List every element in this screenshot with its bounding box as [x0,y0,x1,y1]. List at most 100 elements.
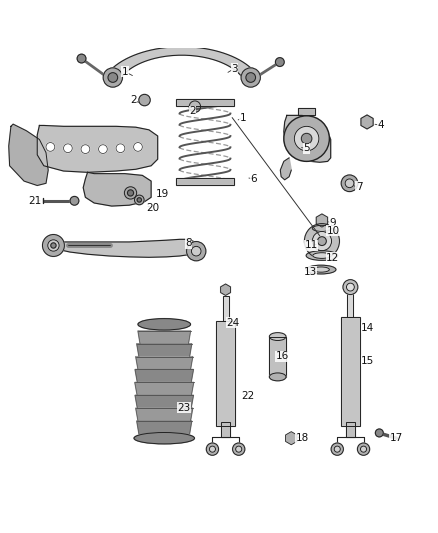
Text: 8: 8 [185,238,192,248]
Text: 6: 6 [251,174,258,184]
Bar [346,422,355,437]
Circle shape [137,198,141,202]
Circle shape [334,446,340,452]
Polygon shape [9,124,48,185]
Text: 14: 14 [361,323,374,333]
Text: 1: 1 [240,112,247,123]
Text: 18: 18 [296,433,309,443]
Text: 24: 24 [226,318,240,328]
Circle shape [294,126,319,151]
Ellipse shape [306,251,338,260]
Ellipse shape [134,432,194,444]
Polygon shape [83,172,151,206]
Circle shape [209,446,215,452]
Text: 10: 10 [326,225,339,236]
Ellipse shape [313,253,331,259]
Text: 16: 16 [276,351,289,361]
Text: 12: 12 [326,253,339,263]
Polygon shape [135,395,194,408]
Circle shape [187,241,206,261]
Circle shape [108,72,118,82]
Circle shape [341,175,358,191]
Bar [176,177,234,184]
Circle shape [42,235,64,256]
Circle shape [284,116,329,161]
Ellipse shape [269,333,286,341]
Circle shape [246,72,255,82]
Polygon shape [136,408,193,421]
Bar [176,99,234,106]
Circle shape [233,443,245,455]
Circle shape [139,94,150,106]
Bar [223,296,229,321]
Bar [346,422,355,437]
Bar [223,296,229,321]
Text: 1: 1 [121,67,128,77]
Bar [176,99,234,106]
Polygon shape [138,331,191,344]
Polygon shape [298,108,315,115]
Circle shape [346,283,354,291]
Text: 17: 17 [390,433,403,443]
Polygon shape [106,47,258,79]
Text: 3: 3 [231,63,238,74]
Text: 11: 11 [304,240,318,251]
Circle shape [127,190,134,196]
Circle shape [206,443,219,455]
Circle shape [360,446,367,452]
Ellipse shape [312,225,332,231]
Polygon shape [37,125,158,172]
Circle shape [116,144,125,152]
Polygon shape [135,382,194,395]
Circle shape [345,179,354,188]
Text: 22: 22 [241,391,254,401]
Circle shape [304,223,339,259]
Circle shape [99,145,107,154]
Text: 15: 15 [361,356,374,366]
Circle shape [276,58,284,67]
Circle shape [64,144,72,152]
Circle shape [331,443,343,455]
Bar [341,317,360,426]
Text: 5: 5 [303,143,310,154]
Text: 13: 13 [304,266,317,277]
Text: 20: 20 [147,203,160,213]
Text: 19: 19 [155,189,169,199]
Circle shape [189,101,201,112]
Circle shape [241,68,260,87]
Circle shape [124,187,137,199]
Text: 23: 23 [177,402,191,413]
Polygon shape [136,357,193,369]
Circle shape [318,237,326,246]
Bar [347,292,353,317]
Polygon shape [135,369,194,382]
Circle shape [357,443,370,455]
Circle shape [191,246,201,256]
Text: 4: 4 [378,120,385,131]
Text: 2: 2 [189,106,196,116]
Circle shape [134,142,142,151]
Ellipse shape [313,267,329,272]
Polygon shape [284,115,331,162]
Circle shape [375,429,383,437]
Circle shape [312,231,332,251]
Bar [221,422,230,437]
Circle shape [48,240,59,251]
Polygon shape [280,158,291,180]
Circle shape [343,280,358,295]
Text: 2: 2 [130,95,137,105]
Bar [269,336,286,377]
Circle shape [301,133,312,144]
Text: 7: 7 [356,182,363,192]
Text: 9: 9 [329,217,336,228]
Bar [216,321,235,426]
Circle shape [81,145,90,154]
Circle shape [134,195,144,205]
Bar [216,321,235,426]
Ellipse shape [269,373,286,381]
Circle shape [103,68,123,87]
Bar [176,177,234,184]
Bar [347,292,353,317]
Ellipse shape [306,265,336,274]
Bar [221,422,230,437]
